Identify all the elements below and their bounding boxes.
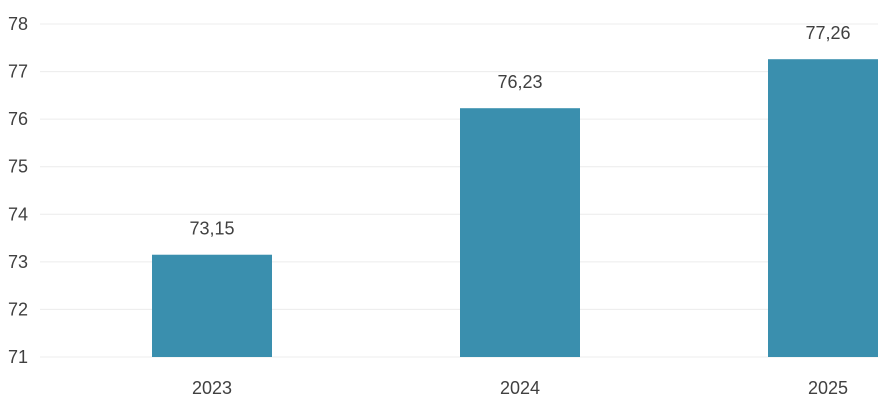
y-tick-label: 72 [8,299,28,319]
y-tick-label: 74 [8,204,28,224]
bars [152,59,878,358]
data-labels: 73,15 76,23 77,26 [189,23,850,239]
y-tick-label: 73 [8,252,28,272]
bar-value-label: 77,26 [805,23,850,43]
x-tick-label: 2024 [500,378,540,398]
y-axis-ticks: 71 72 73 74 75 76 77 78 [8,14,28,367]
bar-value-label: 76,23 [497,72,542,92]
y-tick-label: 75 [8,157,28,177]
y-tick-label: 76 [8,109,28,129]
bar-value-label: 73,15 [189,219,234,239]
y-tick-label: 77 [8,62,28,82]
x-tick-label: 2025 [808,378,848,398]
bar [460,108,580,357]
bar [768,59,878,358]
y-tick-label: 71 [8,347,28,367]
y-tick-label: 78 [8,14,28,34]
x-axis-ticks: 2023 2024 2025 [192,378,848,398]
bar [152,254,272,357]
x-tick-label: 2023 [192,378,232,398]
